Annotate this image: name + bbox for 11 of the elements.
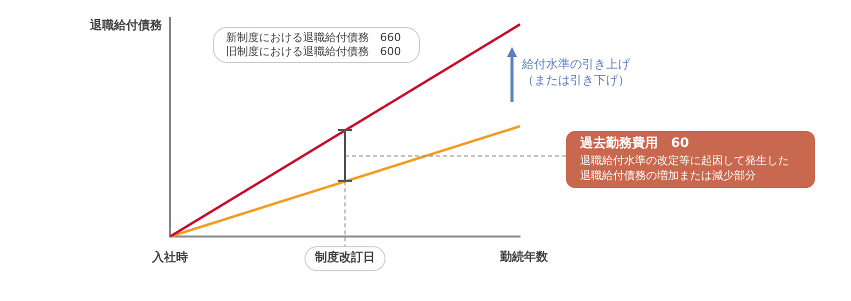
text: 給付水準の引き上げ [522, 56, 630, 72]
text: 過去勤務費用 60 [580, 135, 690, 153]
annotation: 旧制度における退職給付債務 600 [226, 45, 402, 59]
text: 退職給付債務の増加または減少部分 [580, 168, 757, 183]
annotation: 新制度における退職給付債務 660 [226, 31, 402, 45]
text: 退職給付水準の改定等に起因して発生した [580, 153, 790, 168]
x-tick-label: 入社時 [151, 250, 188, 264]
text: （または引き下げ） [522, 72, 630, 88]
y-axis-title: 退職給付債務 [89, 18, 163, 32]
x-tick-label: 制度改訂日 [314, 250, 375, 264]
x-axis-title: 勤続年数 [499, 250, 549, 264]
